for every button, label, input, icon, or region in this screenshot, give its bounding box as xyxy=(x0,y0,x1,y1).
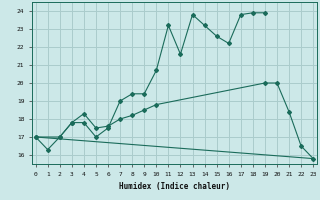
X-axis label: Humidex (Indice chaleur): Humidex (Indice chaleur) xyxy=(119,182,230,191)
